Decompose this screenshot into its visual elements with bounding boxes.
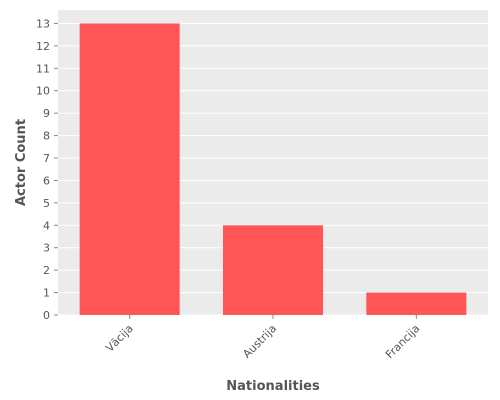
bars xyxy=(79,23,467,316)
x-tick-label: Vācija xyxy=(103,322,136,355)
y-tick-label: 9 xyxy=(43,107,50,120)
y-tick-label: 8 xyxy=(43,130,50,143)
y-tick-label: 10 xyxy=(36,85,50,98)
x-tick-label: Francija xyxy=(383,322,422,361)
x-axis-ticks: Vācija Austrija Francija xyxy=(103,315,422,361)
y-tick-label: 0 xyxy=(43,309,50,322)
y-tick-label: 1 xyxy=(43,287,50,300)
bar xyxy=(223,225,323,315)
y-tick-label: 7 xyxy=(43,152,50,165)
y-tick-label: 13 xyxy=(36,17,50,30)
bar xyxy=(366,292,467,315)
y-tick-label: 5 xyxy=(43,197,50,210)
y-axis-title: Actor Count xyxy=(14,119,29,206)
y-tick-label: 6 xyxy=(43,174,50,187)
y-tick-label: 11 xyxy=(36,62,50,75)
y-tick-label: 3 xyxy=(43,242,50,255)
x-tick-label: Austrija xyxy=(240,322,279,361)
y-tick-label: 4 xyxy=(43,219,50,232)
y-tick-label: 12 xyxy=(36,40,50,53)
y-tick-label: 2 xyxy=(43,264,50,277)
x-axis-title: Nationalities xyxy=(226,379,320,394)
bar xyxy=(79,23,180,316)
